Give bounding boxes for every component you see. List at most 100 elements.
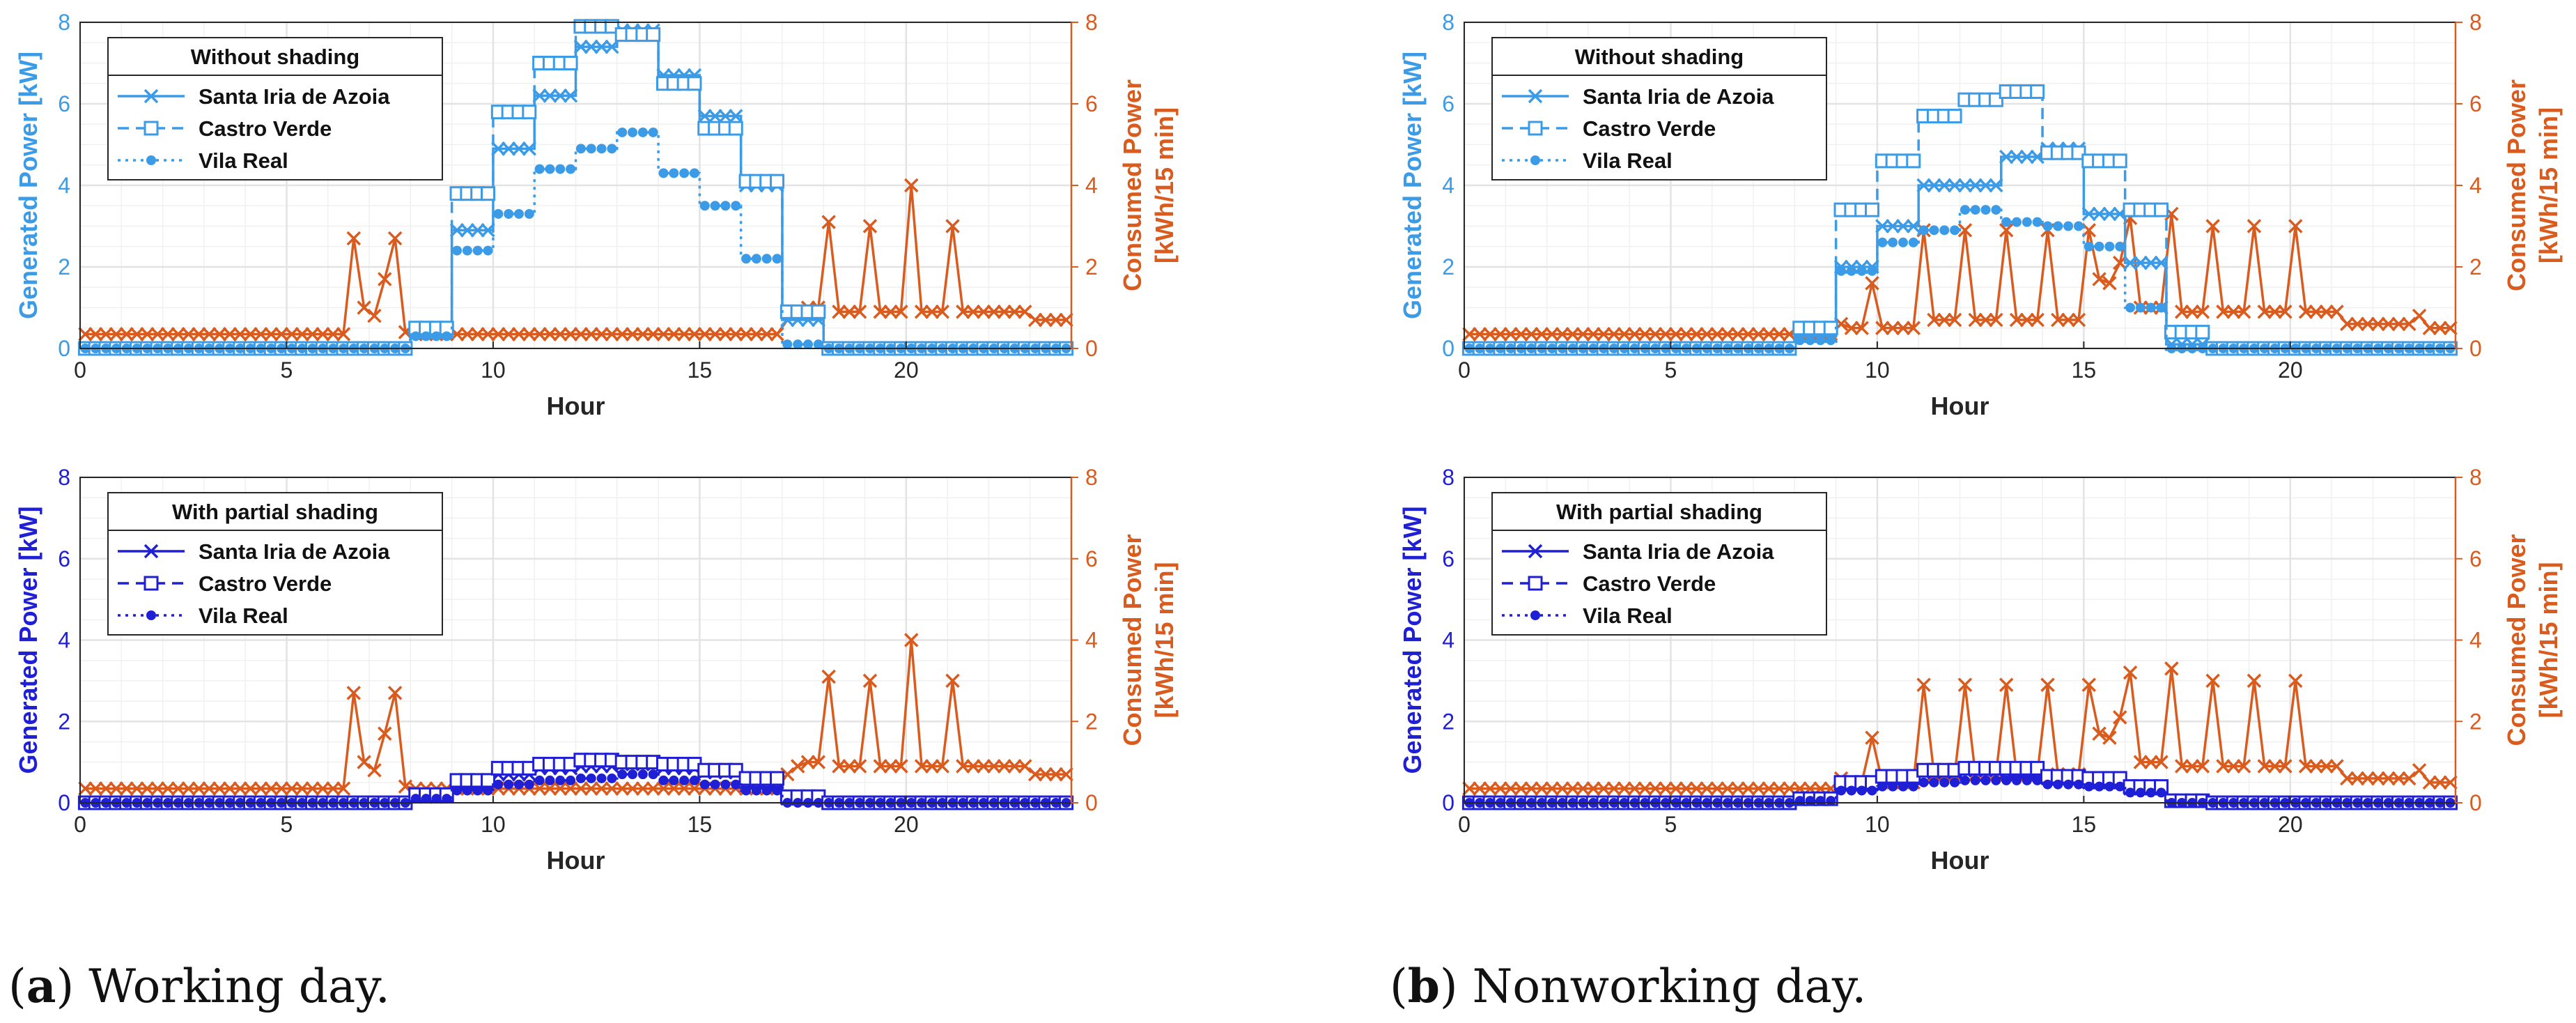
generation-point	[2022, 775, 2032, 785]
x-tick-label: 15	[688, 812, 713, 837]
generation-point	[2094, 781, 2104, 792]
x-tick-label: 10	[481, 357, 506, 383]
consumption-point	[171, 781, 186, 796]
consumption-point	[1493, 781, 1508, 796]
consumption-point	[1027, 312, 1043, 328]
x-tick-label: 10	[481, 812, 506, 837]
consumption-point	[305, 781, 320, 796]
consumption-point	[2422, 321, 2437, 335]
generation-point	[751, 254, 761, 264]
consumption-point	[2113, 710, 2127, 725]
consumption-point	[222, 327, 238, 341]
y-right-tick-label: 8	[2469, 465, 2482, 490]
x-tick-label: 0	[74, 357, 86, 383]
generation-point	[646, 27, 661, 43]
consumption-point	[2402, 771, 2416, 786]
legend-entry-label: Vila Real	[1583, 603, 1673, 628]
consumption-point	[1658, 327, 1673, 341]
consumption-point	[708, 327, 722, 341]
generation-point	[1877, 781, 1888, 792]
consumption-point	[759, 327, 774, 341]
y-left-tick-label: 4	[58, 173, 70, 198]
generation-point	[658, 168, 669, 178]
generation-point	[534, 775, 545, 785]
consumption-point	[1555, 781, 1570, 796]
y-right-tick-label: 6	[2469, 91, 2482, 116]
generation-point	[1970, 205, 1980, 215]
generation-point	[462, 245, 472, 256]
consumption-point	[532, 327, 547, 341]
consumption-point	[109, 327, 124, 341]
generation-point	[1867, 785, 1877, 796]
consumption-point	[2391, 771, 2406, 786]
generation-point	[1918, 225, 1929, 236]
consumption-point	[821, 669, 836, 684]
generation-point	[1875, 219, 1890, 233]
generation-point	[470, 223, 485, 238]
consumption-point	[2309, 759, 2324, 774]
generation-point	[2053, 779, 2063, 790]
consumption-point	[1555, 327, 1570, 341]
generation-point	[553, 89, 568, 103]
y-right-tick-label: 8	[1085, 465, 1098, 490]
consumption-point	[656, 327, 671, 341]
consumption-point	[263, 781, 279, 796]
generation-point	[761, 254, 772, 264]
y-left-axis-label: Generated Power [kW]	[1398, 52, 1427, 319]
consumption-point	[1751, 327, 1766, 341]
consumption-point	[130, 327, 144, 341]
generation-point	[1968, 178, 1983, 193]
y-right-tick-label: 2	[1085, 709, 1098, 734]
consumption-point	[1741, 327, 1755, 341]
consumption-point	[862, 673, 878, 689]
generation-point	[586, 773, 596, 783]
generation-point	[729, 109, 743, 123]
generation-point	[2084, 241, 2094, 252]
consumption-point	[2174, 759, 2189, 774]
generation-point	[1794, 335, 1805, 346]
consumption-point	[284, 327, 300, 341]
generation-point	[772, 785, 782, 796]
generation-point	[566, 164, 576, 174]
y-left-tick-label: 6	[1442, 546, 1454, 571]
generation-point	[637, 127, 648, 137]
consumption-point	[1730, 781, 1746, 796]
generation-point	[2156, 787, 2166, 798]
y-right-tick-label: 4	[1085, 173, 1098, 198]
consumption-point	[2267, 759, 2282, 774]
legend-title: With partial shading	[1556, 500, 1762, 524]
consumption-point	[2236, 305, 2251, 319]
generation-point	[2135, 787, 2146, 798]
consumption-point	[2402, 316, 2416, 332]
consumption-point	[945, 673, 960, 689]
generation-point	[1888, 781, 1898, 792]
y-left-tick-label: 8	[1442, 465, 1454, 490]
generation-point	[1846, 785, 1856, 796]
consumption-point	[2391, 316, 2406, 332]
consumption-point	[924, 305, 940, 319]
generation-point	[543, 89, 557, 103]
consumption-point	[1999, 677, 2014, 692]
generation-point	[472, 245, 483, 256]
generation-point	[460, 223, 475, 238]
consumption-point	[98, 327, 114, 341]
consumption-point	[2298, 759, 2313, 774]
consumption-point	[212, 781, 227, 796]
generation-point	[2053, 221, 2063, 231]
consumption-point	[357, 755, 371, 769]
consumption-point	[1720, 327, 1735, 341]
legend-entry-label: Santa Iria de Azoia	[1583, 84, 1774, 109]
generation-point	[2133, 255, 2148, 270]
consumption-point	[1957, 677, 1973, 692]
generation-point	[1867, 266, 1877, 276]
generation-point	[1918, 777, 1929, 787]
generation-point	[481, 223, 495, 238]
generation-point	[1957, 178, 1973, 193]
consumption-point	[2288, 673, 2303, 689]
consumption-point	[367, 308, 382, 323]
consumption-point	[1462, 781, 1477, 796]
generation-point	[501, 141, 516, 156]
consumption-point	[119, 327, 134, 341]
consumption-point	[852, 759, 867, 774]
